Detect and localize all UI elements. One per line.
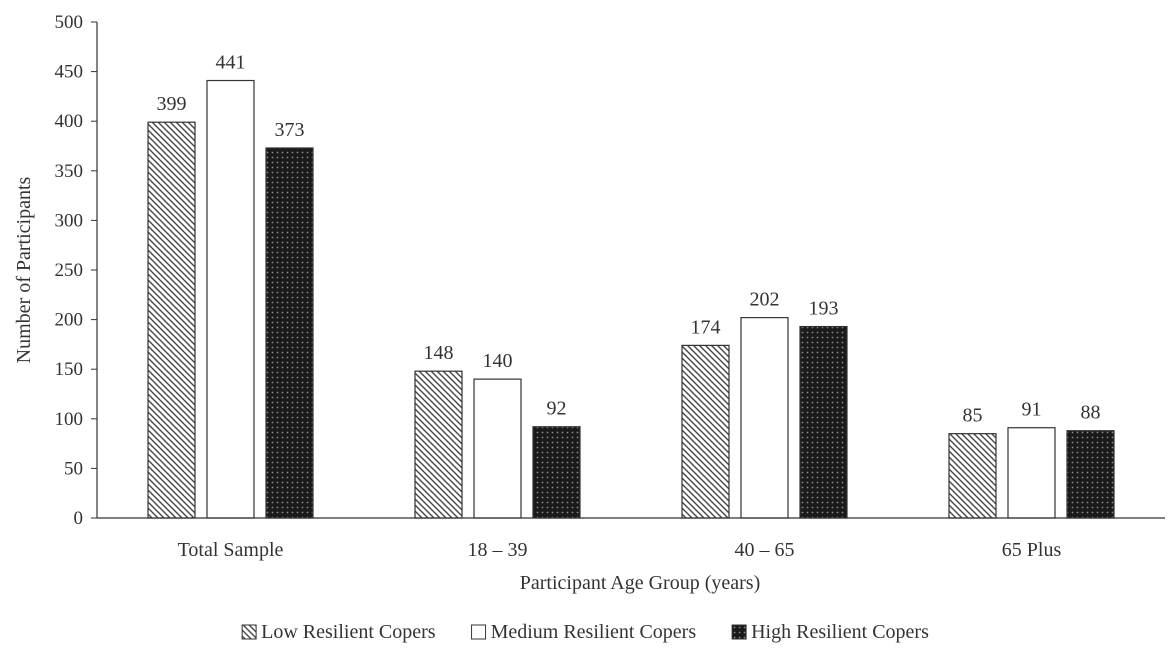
data-label: 140 — [483, 350, 513, 372]
legend-item: Low Resilient Copers — [241, 621, 436, 643]
y-tick-label: 300 — [55, 210, 84, 231]
data-label: 88 — [1081, 402, 1101, 424]
legend-label: High Resilient Copers — [751, 621, 929, 643]
data-label: 148 — [424, 342, 454, 364]
x-axis: Total Sample 18 – 39 40 – 65 65 Plus — [97, 517, 1165, 561]
data-label: 92 — [547, 398, 567, 420]
bars: 399 441 373 148 140 92 174 202 193 85 91 88 — [147, 52, 1115, 519]
legend-item: Medium Resilient Copers — [471, 621, 697, 643]
x-axis-title: Participant Age Group (years) — [520, 572, 760, 594]
data-label: 174 — [691, 316, 721, 338]
data-label: 373 — [275, 119, 305, 141]
data-label: 441 — [216, 52, 246, 74]
y-tick-label: 0 — [74, 508, 84, 529]
data-label: 202 — [750, 289, 780, 311]
bar — [532, 426, 581, 519]
bar — [740, 317, 789, 519]
data-label: 85 — [963, 405, 983, 427]
bar — [414, 370, 463, 519]
legend-label: Medium Resilient Copers — [491, 621, 697, 643]
y-tick-label: 500 — [55, 12, 84, 33]
legend-swatch — [471, 624, 487, 640]
x-tick-label: Total Sample — [178, 539, 284, 561]
data-label: 193 — [809, 298, 839, 320]
data-label: 399 — [157, 93, 187, 115]
y-tick-label: 150 — [55, 359, 84, 380]
bar — [147, 121, 196, 519]
legend-swatch — [241, 624, 257, 640]
bar — [1007, 427, 1056, 519]
y-axis: 0 50 100 150 200 250 300 350 400 450 500 — [55, 12, 98, 529]
y-tick-label: 50 — [64, 458, 83, 479]
y-tick-label: 450 — [55, 62, 84, 83]
bar — [799, 325, 848, 519]
y-tick-label: 100 — [55, 409, 84, 430]
y-tick-label: 350 — [55, 161, 84, 182]
x-tick-label: 40 – 65 — [735, 539, 795, 561]
x-tick-label: 65 Plus — [1002, 539, 1062, 561]
legend-swatch — [731, 624, 747, 640]
legend-item: High Resilient Copers — [731, 621, 929, 643]
y-tick-label: 200 — [55, 310, 84, 331]
bar — [206, 79, 255, 519]
y-tick-label: 250 — [55, 260, 84, 281]
y-tick-label: 400 — [55, 111, 84, 132]
x-tick-label: 18 – 39 — [468, 539, 528, 561]
bar — [473, 378, 522, 519]
bar — [265, 147, 314, 519]
data-label: 91 — [1022, 399, 1042, 421]
bar — [1066, 430, 1115, 519]
bar — [948, 433, 997, 519]
legend-label: Low Resilient Copers — [261, 621, 436, 643]
y-axis-title: Number of Participants — [13, 176, 35, 363]
legend: Low Resilient Copers Medium Resilient Cop… — [241, 621, 929, 643]
bar — [681, 344, 730, 519]
